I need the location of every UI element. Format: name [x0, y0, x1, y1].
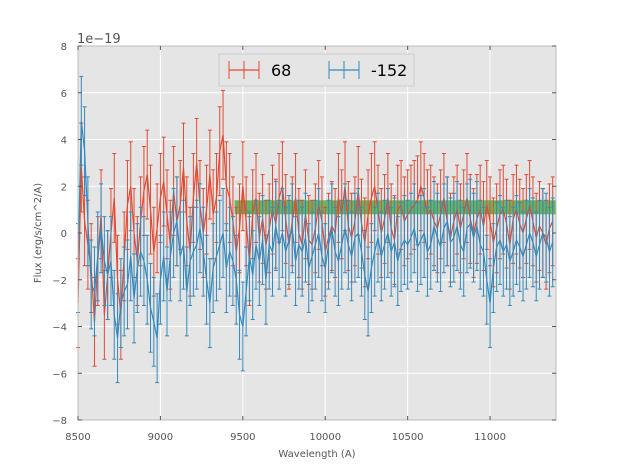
y-axis-label: Flux (erg/s/cm^2/A)	[33, 183, 44, 283]
x-tick-label: 10000	[309, 432, 341, 443]
x-tick-label: 9000	[148, 432, 173, 443]
x-axis-label: Wavelength (A)	[278, 449, 355, 460]
y-tick-label: 2	[61, 182, 67, 193]
y-tick-label: 8	[61, 42, 67, 53]
legend: 68 -152	[218, 53, 415, 87]
y-tick-label: −6	[52, 369, 67, 380]
legend-label: 68	[271, 61, 291, 80]
legend-item-1: 68	[228, 61, 291, 80]
x-tick-label: 8500	[65, 432, 90, 443]
x-tick-label: 9500	[230, 432, 255, 443]
x-tick-label: 11000	[474, 432, 506, 443]
x-tick-label: 10500	[392, 432, 424, 443]
series-line	[77, 120, 554, 339]
axis-offset-label: 1e−19	[77, 32, 121, 47]
y-tick-label: −2	[52, 276, 67, 287]
legend-label: -152	[371, 61, 407, 80]
y-tick-label: −4	[52, 323, 67, 334]
y-tick-label: 6	[61, 89, 67, 100]
legend-item-2: -152	[328, 61, 407, 80]
y-tick-label: −8	[52, 416, 67, 427]
series-2	[76, 75, 555, 384]
y-tick-label: 4	[61, 136, 67, 147]
y-tick-label: 0	[61, 229, 67, 240]
